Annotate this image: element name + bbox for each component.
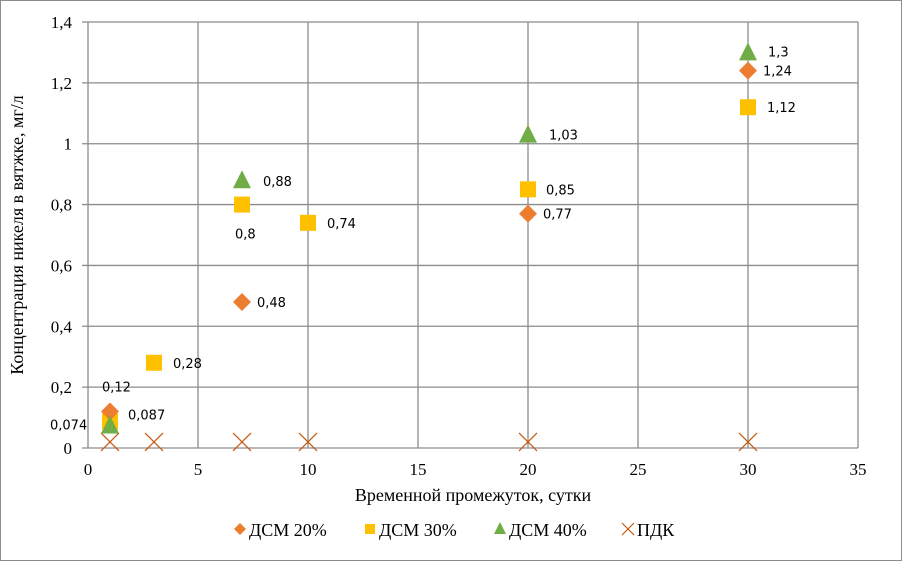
data-label: 0,8: [235, 228, 256, 243]
data-marks: [100, 42, 758, 452]
x-tick-label: 30: [740, 460, 757, 479]
x-stroke: [100, 432, 120, 452]
data-label: 0,74: [327, 217, 356, 232]
data-point-square: [234, 196, 250, 213]
data-point-triangle: [233, 170, 251, 189]
data-point-x: [100, 432, 120, 452]
data-point-diamond: [233, 292, 251, 311]
data-label: 0,77: [543, 208, 572, 223]
legend-label: ДСМ 30%: [379, 520, 457, 540]
data-label: 1,03: [549, 129, 578, 144]
x-tick-label: 5: [194, 460, 203, 479]
x-stroke: [144, 432, 164, 452]
y-tick-label: 0: [64, 439, 73, 458]
x-stroke: [518, 432, 538, 452]
gridlines: [82, 21, 859, 449]
x-stroke: [232, 432, 252, 452]
legend-marker-square: [365, 524, 375, 534]
data-point-triangle: [739, 42, 757, 61]
x-stroke: [298, 432, 318, 452]
data-label: 1,24: [763, 65, 792, 80]
data-label: 1,12: [767, 101, 796, 116]
data-point-x: [518, 432, 538, 452]
x-tick-label: 35: [850, 460, 867, 479]
data-label: 0,087: [128, 409, 165, 424]
x-tick-label: 10: [300, 460, 317, 479]
y-tick-labels: 0 0,2 0,4 0,6 0,8 1 1,2 1,4: [51, 13, 73, 458]
legend-label: ДСМ 40%: [509, 520, 587, 540]
legend-label: ДСМ 20%: [249, 520, 327, 540]
legend: ДСМ 20% ДСМ 30% ДСМ 40% ПДК: [234, 520, 675, 540]
data-point-x: [144, 432, 164, 452]
x-axis-title: Временной промежуток, сутки: [355, 485, 592, 505]
x-stroke: [738, 432, 758, 452]
data-label: 0,074: [50, 418, 87, 433]
data-point-x: [738, 432, 758, 452]
legend-item: ПДК: [621, 520, 675, 540]
data-point-triangle: [519, 124, 537, 143]
y-tick-label: 0,2: [51, 378, 72, 397]
x-tick-label: 0: [84, 460, 93, 479]
x-tick-label: 20: [520, 460, 537, 479]
data-label: 0,85: [546, 183, 575, 198]
data-point-diamond: [101, 402, 119, 421]
data-label: 0,88: [263, 175, 292, 190]
y-tick-label: 0,6: [51, 256, 72, 275]
data-point-x: [232, 432, 252, 452]
y-tick-label: 1: [64, 135, 73, 154]
data-point-diamond: [519, 204, 537, 223]
data-point-triangle: [101, 415, 119, 434]
y-tick-label: 1,4: [51, 13, 73, 32]
data-point-x: [298, 432, 318, 452]
x-stroke: [621, 522, 635, 536]
x-tick-label: 25: [630, 460, 647, 479]
data-label: 1,3: [768, 45, 789, 60]
data-point-square: [146, 354, 162, 371]
legend-item: ДСМ 40%: [494, 520, 587, 540]
y-tick-label: 1,2: [51, 74, 72, 93]
x-tick-label: 15: [410, 460, 427, 479]
x-tick-labels: 0 5 10 15 20 25 30 35: [84, 460, 867, 479]
legend-marker-triangle: [494, 522, 506, 534]
y-axis-title: Концентрация никеля в вятжке, мг/л: [7, 95, 27, 375]
legend-item: ДСМ 20%: [234, 520, 327, 540]
data-label: 0,12: [102, 380, 131, 395]
legend-item: ДСМ 30%: [365, 520, 457, 540]
data-point-diamond: [739, 61, 757, 80]
y-tick-label: 0,4: [51, 317, 73, 336]
legend-marker-x: [621, 522, 635, 536]
data-labels: 0,087 0,28 0,8 0,74 0,85 1,12 0,12 0,48 0,77 1,24…: [50, 45, 796, 433]
legend-marker-diamond: [234, 523, 246, 535]
y-tick-label: 0,8: [51, 196, 72, 215]
data-label: 0,28: [173, 357, 202, 372]
legend-label: ПДК: [637, 520, 675, 540]
data-point-square: [740, 99, 756, 116]
data-point-square: [300, 214, 316, 231]
data-point-square: [520, 181, 536, 198]
data-label: 0,48: [257, 296, 286, 311]
